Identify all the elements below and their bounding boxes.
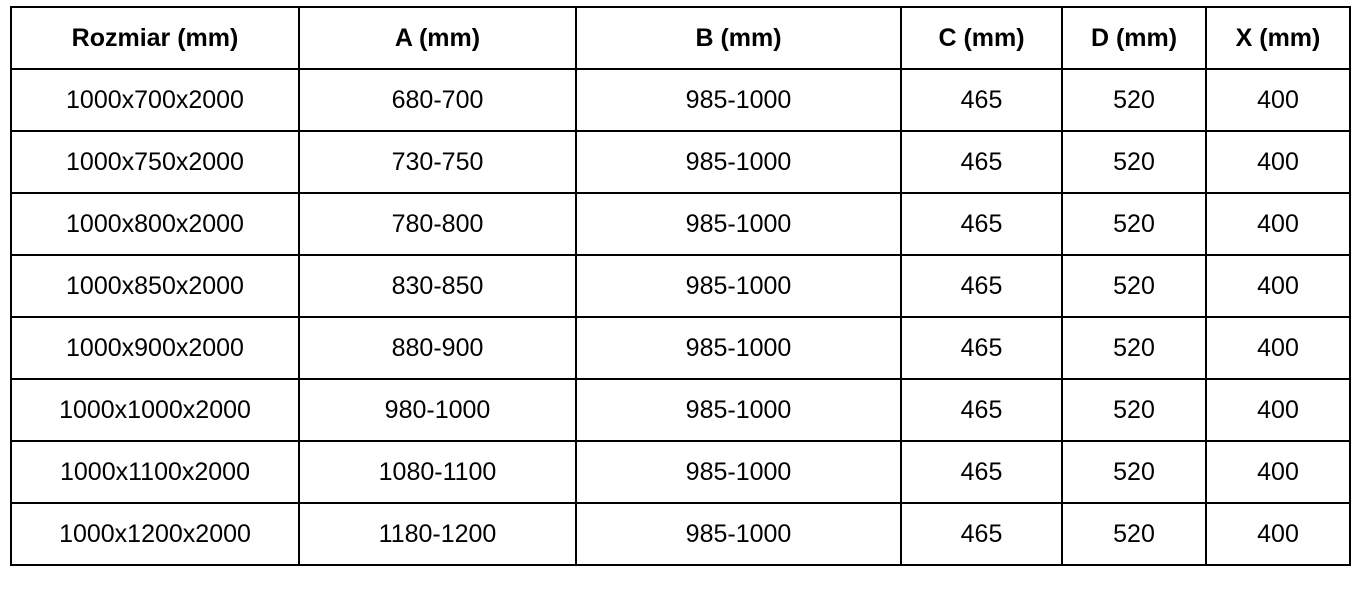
table-row: 1000x700x2000 680-700 985-1000 465 520 400 <box>10 68 1351 132</box>
cell-x: 400 <box>1205 192 1351 256</box>
cell-c: 465 <box>900 316 1063 380</box>
cell-d: 520 <box>1061 378 1207 442</box>
cell-x: 400 <box>1205 68 1351 132</box>
cell-size: 1000x800x2000 <box>10 192 300 256</box>
cell-size: 1000x1200x2000 <box>10 502 300 566</box>
table-row: 1000x850x2000 830-850 985-1000 465 520 400 <box>10 254 1351 318</box>
table-row: 1000x1000x2000 980-1000 985-1000 465 520 400 <box>10 378 1351 442</box>
cell-b: 985-1000 <box>575 502 902 566</box>
cell-x: 400 <box>1205 316 1351 380</box>
cell-c: 465 <box>900 192 1063 256</box>
cell-a: 880-900 <box>298 316 577 380</box>
dimensions-table: Rozmiar (mm) A (mm) B (mm) C (mm) D (mm) X (m… <box>10 6 1351 566</box>
column-header-a: A (mm) <box>298 6 577 70</box>
cell-a: 1080-1100 <box>298 440 577 504</box>
table-row: 1000x800x2000 780-800 985-1000 465 520 400 <box>10 192 1351 256</box>
header-row: Rozmiar (mm) A (mm) B (mm) C (mm) D (mm) X (m… <box>10 6 1351 70</box>
cell-size: 1000x900x2000 <box>10 316 300 380</box>
cell-d: 520 <box>1061 130 1207 194</box>
cell-a: 730-750 <box>298 130 577 194</box>
cell-b: 985-1000 <box>575 254 902 318</box>
cell-x: 400 <box>1205 502 1351 566</box>
cell-b: 985-1000 <box>575 440 902 504</box>
column-header-size: Rozmiar (mm) <box>10 6 300 70</box>
column-header-d: D (mm) <box>1061 6 1207 70</box>
cell-c: 465 <box>900 254 1063 318</box>
cell-d: 520 <box>1061 192 1207 256</box>
cell-c: 465 <box>900 502 1063 566</box>
cell-b: 985-1000 <box>575 192 902 256</box>
cell-x: 400 <box>1205 378 1351 442</box>
cell-a: 780-800 <box>298 192 577 256</box>
table-row: 1000x1200x2000 1180-1200 985-1000 465 520 400 <box>10 502 1351 566</box>
cell-d: 520 <box>1061 440 1207 504</box>
cell-size: 1000x1000x2000 <box>10 378 300 442</box>
column-header-x: X (mm) <box>1205 6 1351 70</box>
cell-b: 985-1000 <box>575 68 902 132</box>
cell-d: 520 <box>1061 254 1207 318</box>
cell-b: 985-1000 <box>575 378 902 442</box>
cell-c: 465 <box>900 440 1063 504</box>
cell-c: 465 <box>900 130 1063 194</box>
cell-d: 520 <box>1061 68 1207 132</box>
cell-x: 400 <box>1205 130 1351 194</box>
cell-a: 830-850 <box>298 254 577 318</box>
cell-x: 400 <box>1205 440 1351 504</box>
column-header-c: C (mm) <box>900 6 1063 70</box>
table-row: 1000x900x2000 880-900 985-1000 465 520 400 <box>10 316 1351 380</box>
cell-a: 1180-1200 <box>298 502 577 566</box>
cell-b: 985-1000 <box>575 130 902 194</box>
cell-c: 465 <box>900 378 1063 442</box>
cell-size: 1000x1100x2000 <box>10 440 300 504</box>
column-header-b: B (mm) <box>575 6 902 70</box>
table-row: 1000x750x2000 730-750 985-1000 465 520 400 <box>10 130 1351 194</box>
cell-c: 465 <box>900 68 1063 132</box>
cell-size: 1000x750x2000 <box>10 130 300 194</box>
cell-size: 1000x700x2000 <box>10 68 300 132</box>
cell-a: 680-700 <box>298 68 577 132</box>
cell-a: 980-1000 <box>298 378 577 442</box>
cell-b: 985-1000 <box>575 316 902 380</box>
cell-d: 520 <box>1061 502 1207 566</box>
cell-x: 400 <box>1205 254 1351 318</box>
cell-size: 1000x850x2000 <box>10 254 300 318</box>
table-row: 1000x1100x2000 1080-1100 985-1000 465 520 400 <box>10 440 1351 504</box>
cell-d: 520 <box>1061 316 1207 380</box>
